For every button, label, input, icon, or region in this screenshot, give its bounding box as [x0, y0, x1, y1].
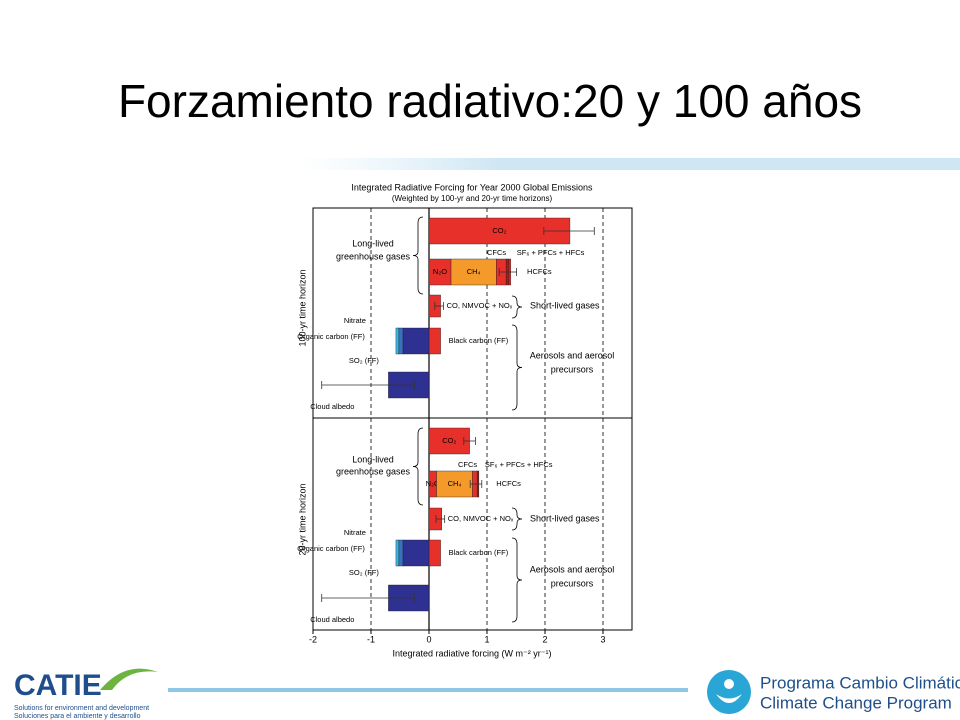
group-label: Short-lived gases	[530, 300, 600, 310]
program-logo	[707, 670, 751, 714]
chart-subtitle: (Weighted by 100-yr and 20-yr time horiz…	[392, 194, 553, 203]
segment-label: Cloud albedo	[310, 402, 354, 411]
header-band	[300, 158, 960, 170]
footer-right-line1: Programa Cambio Climático	[760, 673, 960, 692]
program-logo-head	[724, 679, 734, 689]
group-label: Long-lived	[352, 238, 394, 248]
group-brace	[412, 216, 424, 295]
group-label: precursors	[551, 578, 594, 588]
x-tick-label: -2	[309, 634, 317, 644]
segment-label: CH₄	[448, 479, 462, 488]
x-tick-label: 2	[542, 634, 547, 644]
footer-left-line2: Soluciones para el ambiente y desarrollo	[14, 713, 141, 720]
segment-label: N₂O	[433, 267, 447, 276]
bar-segment	[428, 427, 470, 455]
group-label: Long-lived	[352, 454, 394, 464]
segment-label: SO₂ (FF)	[349, 356, 379, 365]
bar-segment	[402, 327, 430, 355]
segment-label: Organic carbon (FF)	[297, 544, 365, 553]
group-label: precursors	[551, 364, 594, 374]
group-label: Aerosols and aerosol	[530, 564, 615, 574]
segment-label: N₂O	[426, 479, 440, 488]
segment-label: Cloud albedo	[310, 615, 354, 624]
x-tick-label: 3	[600, 634, 605, 644]
slide-title: Forzamiento radiativo:20 y 100 años	[118, 75, 862, 127]
x-tick-label: 0	[426, 634, 431, 644]
segment-label: CFCs	[458, 460, 477, 469]
segment-label: HCFCs	[496, 479, 521, 488]
group-label: greenhouse gases	[336, 466, 411, 476]
group-brace	[511, 295, 523, 319]
bar-segment	[428, 539, 441, 567]
bar-segment	[398, 539, 404, 567]
x-axis-label: Integrated radiative forcing (W m⁻² yr⁻¹…	[392, 648, 551, 658]
chart-title: Integrated Radiative Forcing for Year 20…	[351, 182, 593, 192]
segment-label: Nitrate	[344, 528, 366, 537]
panel-label: 20-yr time horizon	[297, 483, 307, 555]
bar-segment	[436, 470, 473, 498]
footer-left-line1: Solutions for environment and developmen…	[14, 705, 149, 712]
group-label: Aerosols and aerosol	[530, 350, 615, 360]
program-logo-body	[716, 694, 742, 703]
segment-label: CO, NMVOC + NOₓ	[448, 514, 514, 523]
segment-label: CO₂	[492, 226, 506, 235]
segment-label: SO₂ (FF)	[349, 568, 379, 577]
bar-segment	[450, 258, 497, 286]
x-tick-label: 1	[484, 634, 489, 644]
segment-label: SF₆ + PFCs + HFCs	[517, 248, 585, 257]
bar-segment	[428, 327, 441, 355]
group-brace	[511, 324, 523, 411]
plot-frame	[312, 207, 633, 631]
group-brace	[511, 537, 523, 623]
segment-label: HCFCs	[527, 267, 552, 276]
segment-label: Organic carbon (FF)	[297, 332, 365, 341]
panel-label: 100-yr time horizon	[297, 269, 307, 346]
bar-segment	[402, 539, 430, 567]
segment-label: Black carbon (FF)	[449, 336, 509, 345]
bar-segment	[395, 327, 400, 355]
footer-right-line2: Climate Change Program	[760, 693, 952, 712]
segment-label: Nitrate	[344, 316, 366, 325]
bar-segment	[398, 327, 404, 355]
segment-label: CO₂	[442, 436, 456, 445]
segment-label: CFCs	[487, 248, 506, 257]
group-brace	[511, 507, 523, 531]
segment-label: CO, NMVOC + NOₓ	[447, 301, 513, 310]
group-brace	[412, 427, 424, 506]
bar-segment	[395, 539, 400, 567]
group-label: greenhouse gases	[336, 251, 411, 261]
logo-swoosh	[100, 668, 158, 690]
group-label: Short-lived gases	[530, 513, 600, 523]
segment-label: Black carbon (FF)	[449, 548, 509, 557]
segment-label: CH₄	[467, 267, 481, 276]
segment-label: SF₆ + PFCs + HFCs	[485, 460, 553, 469]
catie-logo: CATIE	[14, 669, 102, 702]
x-tick-label: -1	[367, 634, 375, 644]
